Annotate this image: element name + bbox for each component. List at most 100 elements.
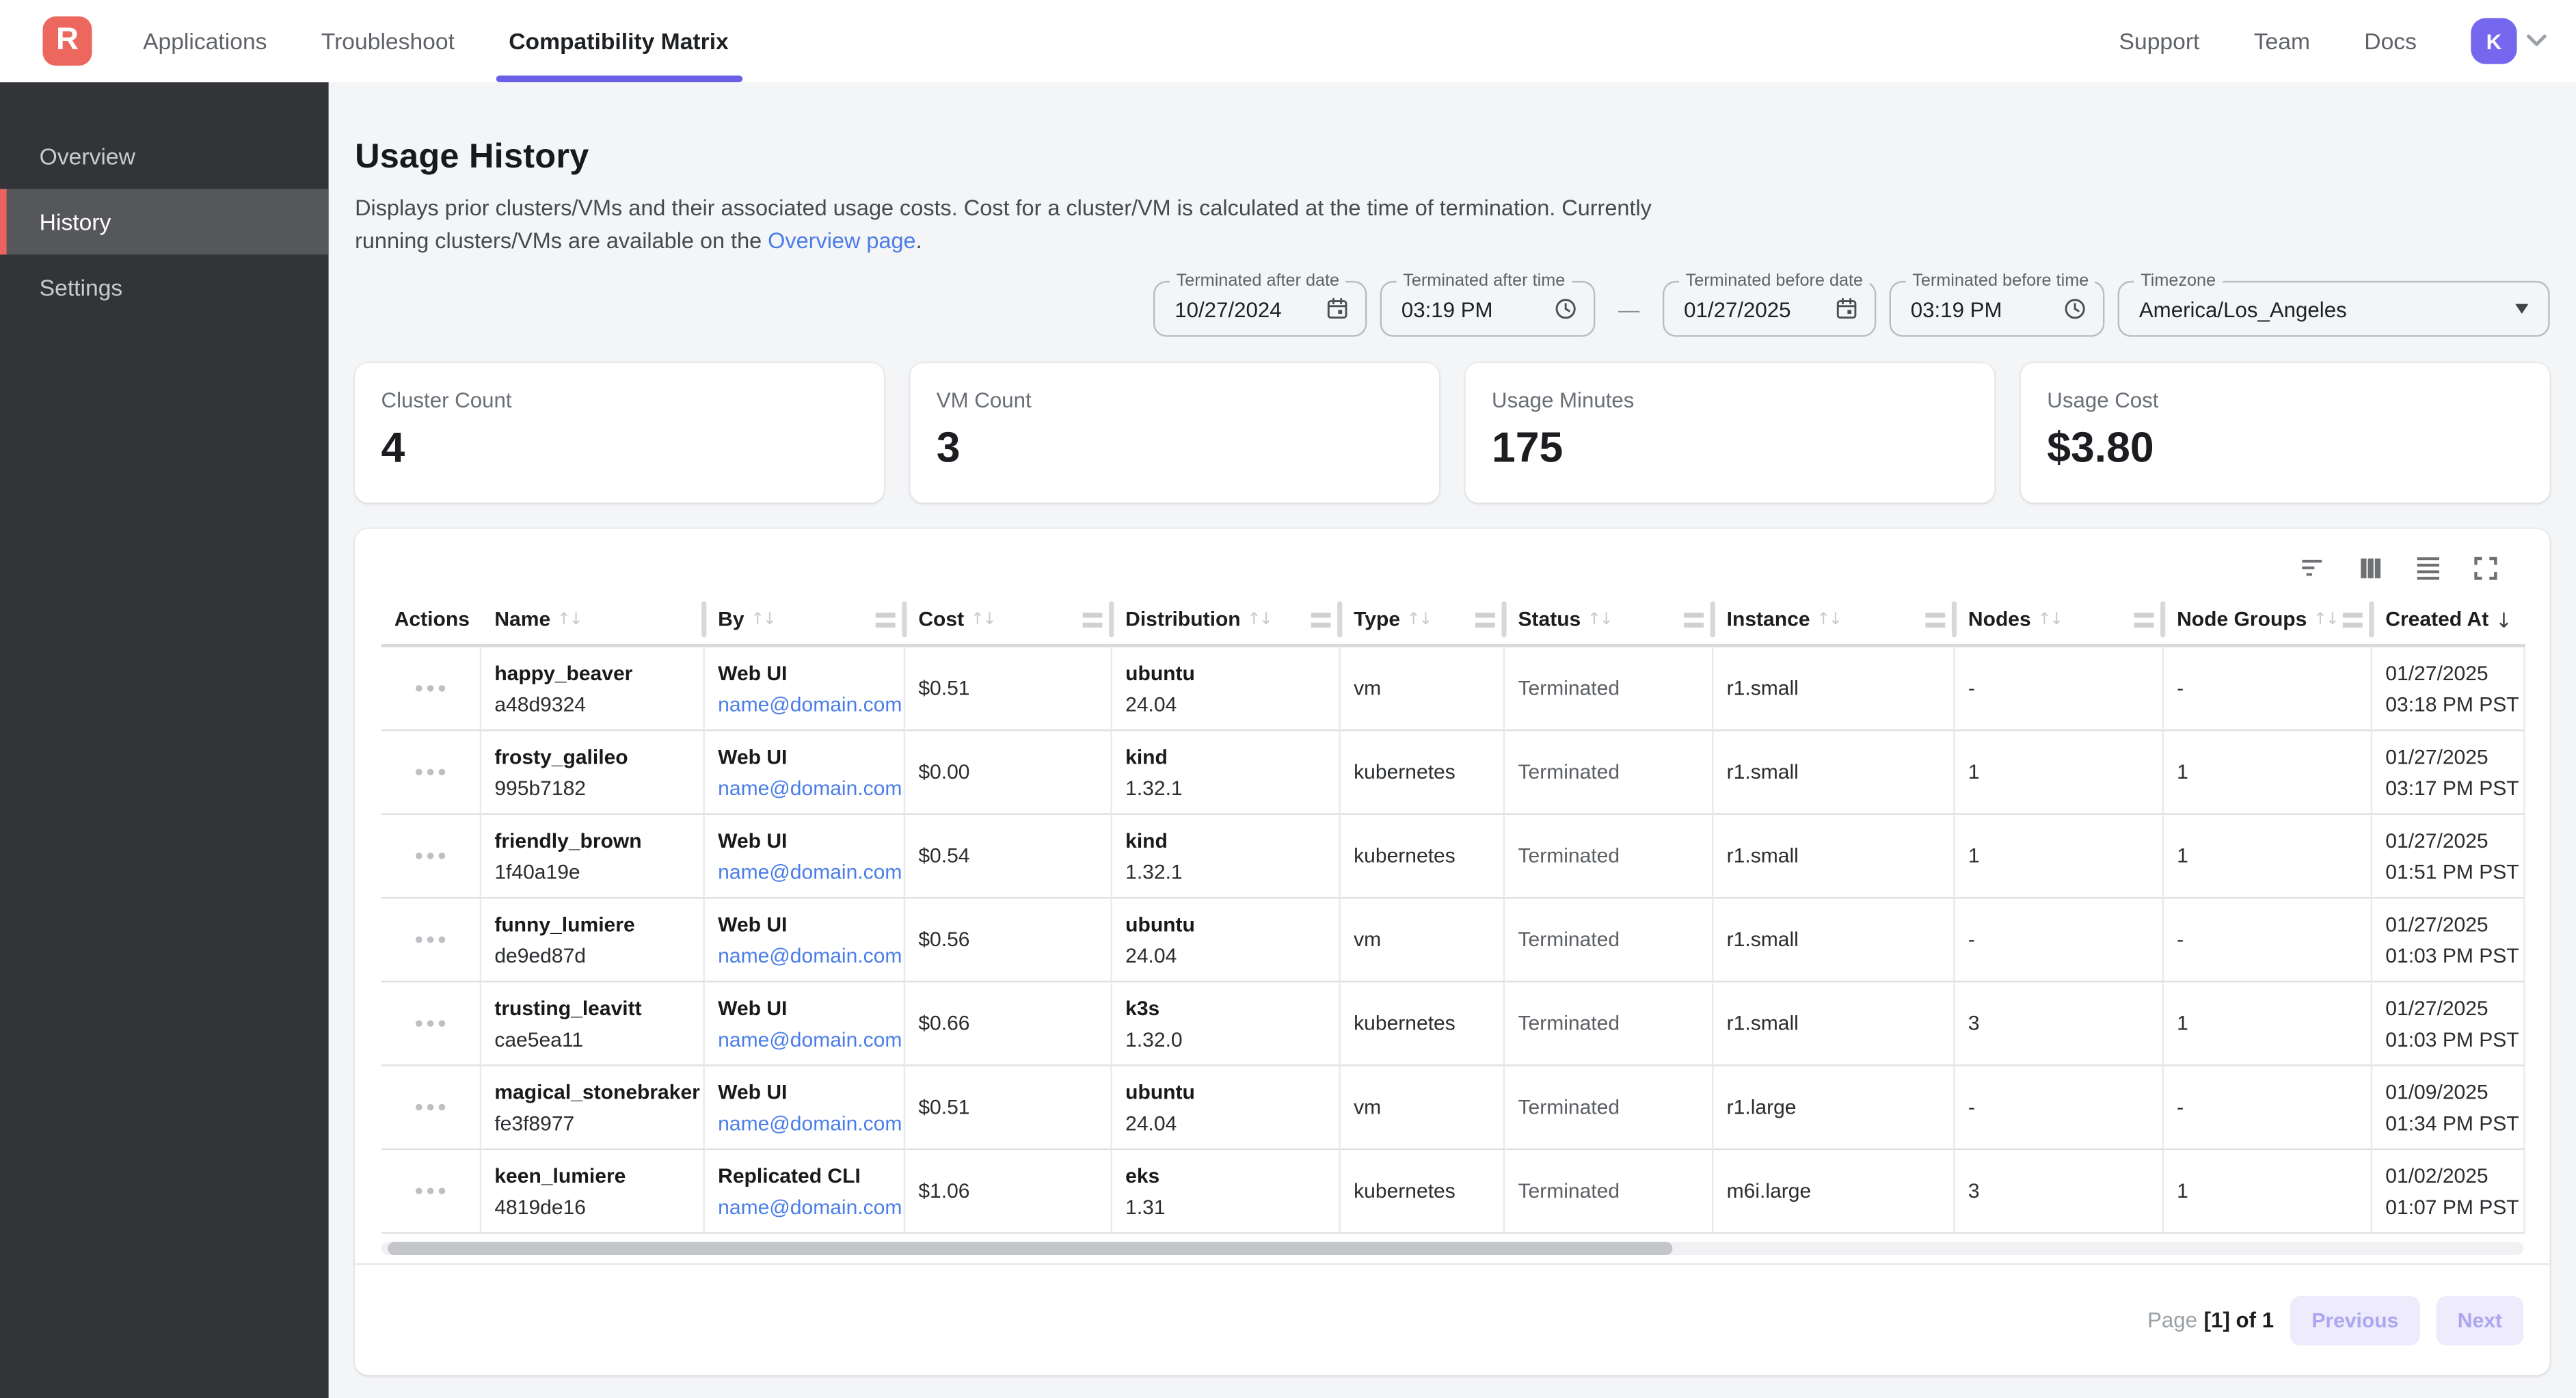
- column-resize-handle[interactable]: [876, 613, 896, 628]
- page-label: Page: [2147, 1308, 2197, 1332]
- clock-icon[interactable]: [2062, 296, 2088, 322]
- column-label: Status: [1518, 608, 1581, 631]
- email-link[interactable]: name@domain.com: [718, 1194, 890, 1220]
- column-header-instance[interactable]: Instance↑↓: [1713, 595, 1955, 647]
- row-scroll-gutter: [2525, 982, 2550, 1066]
- email-link[interactable]: name@domain.com: [718, 859, 890, 885]
- created-time: 01:03 PM PST: [2385, 1026, 2510, 1052]
- calendar-icon[interactable]: [1324, 296, 1350, 322]
- sidebar: Overview History Settings: [0, 82, 329, 1398]
- column-resize-handle[interactable]: [2343, 613, 2363, 628]
- horizontal-scrollbar[interactable]: [381, 1242, 2524, 1255]
- row-actions-button[interactable]: [409, 1181, 451, 1201]
- sidebar-item-history[interactable]: History: [0, 189, 329, 254]
- user-menu[interactable]: K: [2471, 18, 2547, 64]
- stat-card-vm-count: VM Count 3: [910, 363, 1439, 502]
- cell-distribution: ubuntu24.04: [1112, 898, 1341, 982]
- cell-nodes: -: [1955, 898, 2164, 982]
- created-time: 01:34 PM PST: [2385, 1110, 2510, 1135]
- by-source: Web UI: [718, 995, 890, 1021]
- column-resize-handle[interactable]: [2134, 613, 2154, 628]
- column-label: Actions: [394, 608, 470, 631]
- column-label: Instance: [1727, 608, 1810, 631]
- columns-icon[interactable]: [2356, 554, 2385, 583]
- scrollbar-thumb[interactable]: [388, 1242, 1673, 1255]
- clock-icon[interactable]: [1553, 296, 1579, 322]
- name-id: cae5ea11: [494, 1026, 690, 1052]
- instance-value: r1.small: [1727, 761, 1799, 784]
- tab-compatibility-matrix[interactable]: Compatibility Matrix: [509, 0, 729, 82]
- column-header-name[interactable]: Name↑↓: [481, 595, 705, 647]
- calendar-icon[interactable]: [1834, 296, 1860, 322]
- column-resize-handle[interactable]: [1311, 613, 1331, 628]
- filter-terminated-before-time[interactable]: Terminated before time 03:19 PM: [1890, 281, 2105, 337]
- app-logo[interactable]: R: [42, 16, 92, 66]
- email-link[interactable]: name@domain.com: [718, 691, 890, 717]
- row-actions-button[interactable]: [409, 678, 451, 698]
- email-link[interactable]: name@domain.com: [718, 1110, 890, 1135]
- column-header-nodes[interactable]: Nodes↑↓: [1955, 595, 2164, 647]
- email-link[interactable]: name@domain.com: [718, 1026, 890, 1052]
- filter-icon[interactable]: [2298, 554, 2328, 583]
- column-header-status[interactable]: Status↑↓: [1505, 595, 1713, 647]
- column-header-created_at[interactable]: Created At↓: [2372, 595, 2525, 647]
- nav-team[interactable]: Team: [2254, 28, 2310, 54]
- row-actions-button[interactable]: [409, 762, 451, 782]
- row-actions-button[interactable]: [409, 1097, 451, 1117]
- tab-applications[interactable]: Applications: [143, 0, 267, 82]
- type-value: vm: [1354, 1096, 1381, 1119]
- sidebar-item-settings[interactable]: Settings: [0, 254, 329, 320]
- dot: [439, 1187, 446, 1194]
- filter-terminated-after-date[interactable]: Terminated after date 10/27/2024: [1153, 281, 1367, 337]
- column-label: By: [718, 608, 744, 631]
- nav-docs[interactable]: Docs: [2364, 28, 2417, 54]
- nav-support[interactable]: Support: [2119, 28, 2200, 54]
- column-resize-handle[interactable]: [1925, 613, 1945, 628]
- email-link[interactable]: name@domain.com: [718, 942, 890, 968]
- next-page-button[interactable]: Next: [2437, 1295, 2524, 1345]
- row-actions-button[interactable]: [409, 1014, 451, 1034]
- cell-distribution: k3s1.32.0: [1112, 982, 1341, 1066]
- created-time: 01:07 PM PST: [2385, 1194, 2510, 1220]
- cell-actions: [381, 815, 482, 899]
- timezone-select[interactable]: Timezone America/Los_Angeles: [2118, 281, 2550, 337]
- avatar[interactable]: K: [2471, 18, 2517, 64]
- sidebar-item-overview[interactable]: Overview: [0, 123, 329, 189]
- column-header-distribution[interactable]: Distribution↑↓: [1112, 595, 1341, 647]
- fullscreen-icon[interactable]: [2471, 554, 2500, 583]
- filter-terminated-after-time[interactable]: Terminated after time 03:19 PM: [1380, 281, 1596, 337]
- density-icon[interactable]: [2413, 554, 2443, 583]
- cell-created-at: 01/02/202501:07 PM PST: [2372, 1150, 2525, 1234]
- sort-icon: ↑↓: [2037, 610, 2061, 628]
- chevron-down-icon: [2527, 34, 2547, 47]
- name-primary: friendly_brown: [494, 827, 690, 853]
- cell-distribution: kind1.32.1: [1112, 815, 1341, 899]
- email-link[interactable]: name@domain.com: [718, 775, 890, 801]
- filter-terminated-before-date[interactable]: Terminated before date 01/27/2025: [1663, 281, 1876, 337]
- row-actions-button[interactable]: [409, 930, 451, 950]
- cell-status: Terminated: [1505, 815, 1713, 899]
- created-date: 01/27/2025: [2385, 743, 2510, 769]
- tab-troubleshoot[interactable]: Troubleshoot: [321, 0, 455, 82]
- column-header-cost[interactable]: Cost↑↓: [905, 595, 1112, 647]
- column-resize-handle[interactable]: [1684, 613, 1704, 628]
- column-header-by[interactable]: By↑↓: [705, 595, 905, 647]
- name-primary: happy_beaver: [494, 660, 690, 686]
- field-value: 01/27/2025: [1664, 297, 1834, 321]
- overview-page-link[interactable]: Overview page: [768, 228, 915, 253]
- column-header-type[interactable]: Type↑↓: [1341, 595, 1505, 647]
- table-row: keen_lumiere4819de16Replicated CLIname@d…: [381, 1150, 2550, 1234]
- sort-icon: ↑↓: [557, 610, 581, 628]
- previous-page-button[interactable]: Previous: [2290, 1295, 2419, 1345]
- column-resize-handle[interactable]: [1475, 613, 1495, 628]
- dot: [427, 937, 434, 943]
- dot: [439, 852, 446, 859]
- created-date: 01/27/2025: [2385, 827, 2510, 853]
- name-id: 1f40a19e: [494, 859, 690, 885]
- created-date: 01/27/2025: [2385, 911, 2510, 937]
- column-resize-handle[interactable]: [1083, 613, 1103, 628]
- column-header-node_groups[interactable]: Node Groups↑↓: [2164, 595, 2372, 647]
- field-label: Terminated after date: [1170, 271, 1346, 291]
- row-actions-button[interactable]: [409, 846, 451, 866]
- sort-icon: ↑↓: [1247, 610, 1271, 628]
